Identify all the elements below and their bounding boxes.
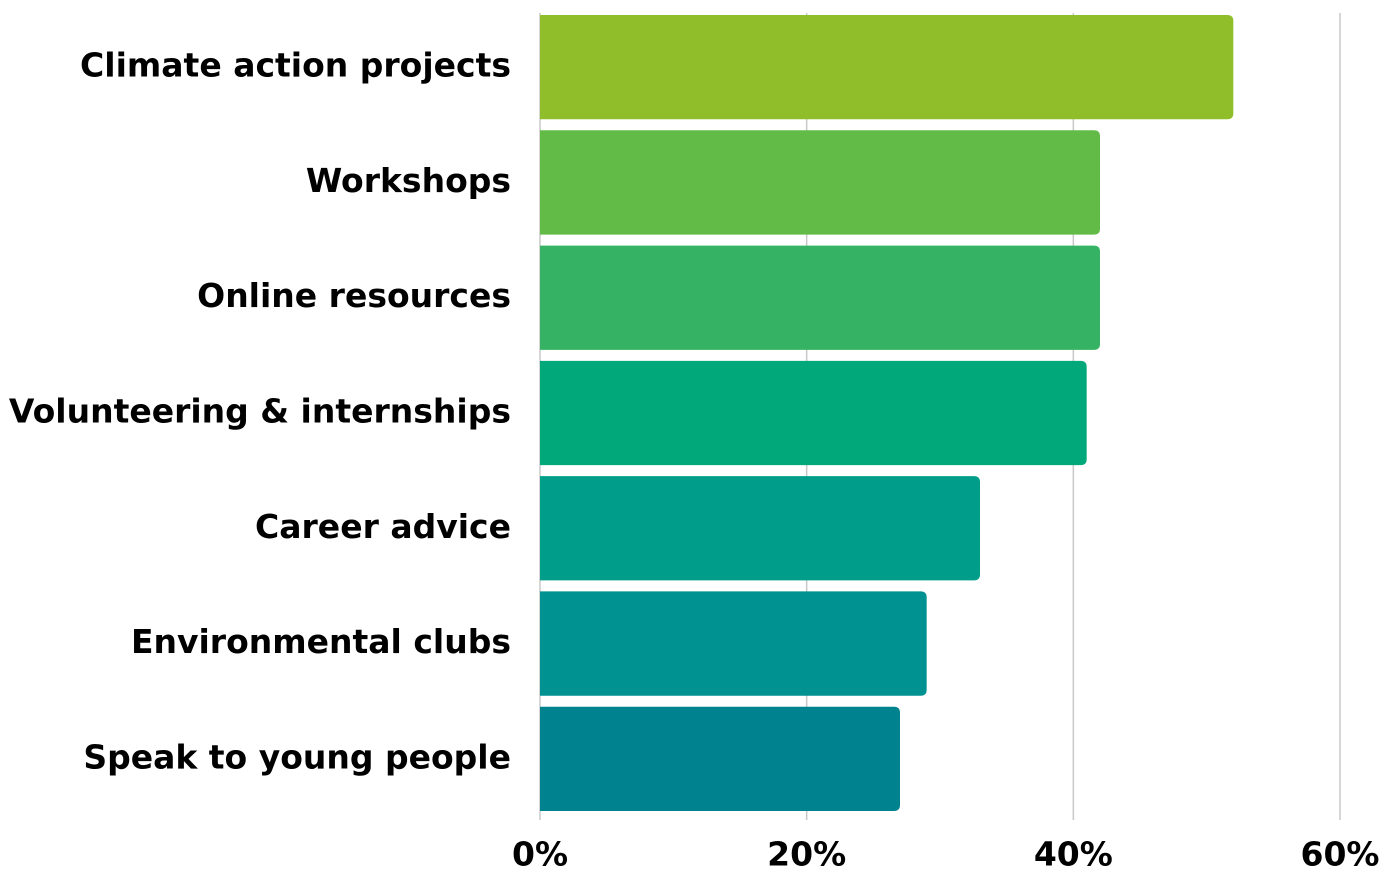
x-tick-label: 40%: [1034, 835, 1113, 873]
y-tick-label: Online resources: [197, 276, 511, 315]
x-tick-label: 60%: [1301, 835, 1380, 873]
bar: [540, 15, 1234, 120]
bar: [540, 476, 980, 581]
bar: [540, 360, 1087, 466]
bar: [540, 706, 900, 811]
x-tick-label: 20%: [767, 835, 846, 873]
bar: [540, 245, 1100, 350]
y-tick-label: Career advice: [255, 507, 511, 546]
y-tick-label: Climate action projects: [80, 46, 511, 85]
bar: [540, 591, 927, 696]
y-tick-label: Workshops: [306, 161, 511, 200]
y-tick-label: Volunteering & internships: [9, 392, 511, 431]
bar: [540, 130, 1100, 235]
y-tick-label: Environmental clubs: [131, 622, 511, 661]
x-tick-label: 0%: [512, 835, 568, 873]
y-tick-label: Speak to young people: [83, 737, 511, 776]
